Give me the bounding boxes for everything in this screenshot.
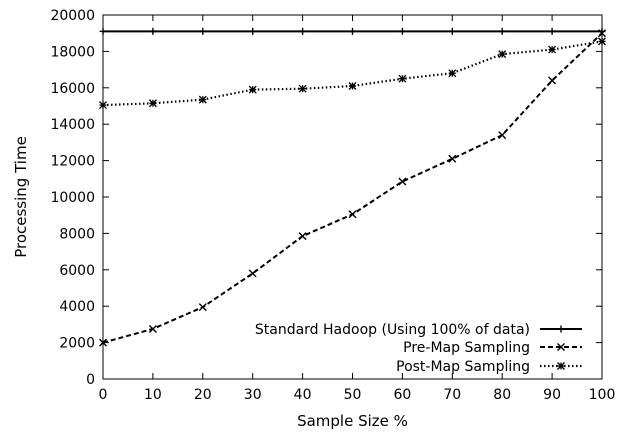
y-tick-label: 12000 — [50, 154, 95, 170]
marker-star-b — [557, 362, 565, 370]
marker-x-b — [99, 338, 107, 347]
y-tick-label: 16000 — [50, 81, 95, 97]
x-tick-label: 60 — [393, 387, 411, 403]
data-point — [298, 232, 307, 241]
x-tick-label: 10 — [144, 387, 162, 403]
marker-star-b — [548, 45, 557, 54]
data-point — [298, 84, 307, 93]
data-point — [249, 27, 257, 35]
data-point — [448, 27, 456, 35]
data-point — [99, 101, 107, 110]
marker-star-b — [298, 84, 307, 93]
data-point — [299, 27, 307, 35]
marker-x-b — [448, 154, 457, 163]
data-point — [598, 37, 606, 46]
y-tick-label: 14000 — [50, 117, 95, 133]
marker-x-b — [148, 324, 157, 333]
data-point — [149, 27, 157, 35]
marker-star-b — [148, 99, 157, 108]
legend-label-2: Post-Map Sampling — [396, 359, 530, 375]
data-point — [148, 324, 157, 333]
data-point — [199, 27, 207, 35]
series-line-1 — [102, 32, 603, 344]
data-point — [548, 45, 557, 54]
data-point — [248, 85, 257, 94]
data-point — [198, 95, 207, 104]
x-tick-label: 30 — [244, 387, 262, 403]
marker-star-b — [448, 69, 457, 78]
marker-x-b — [548, 76, 557, 85]
data-point — [398, 27, 406, 35]
data-point — [349, 27, 356, 35]
data-point — [99, 338, 107, 347]
y-tick-label: 4000 — [59, 299, 95, 315]
y-tick-label: 20000 — [50, 8, 95, 24]
x-axis-label: Sample Size % — [297, 412, 408, 430]
data-point — [248, 269, 257, 278]
marker-star-b — [598, 37, 606, 46]
x-tick-label: 50 — [344, 387, 362, 403]
data-point — [448, 154, 457, 163]
marker-x-b — [298, 232, 307, 241]
marker-star-b — [99, 101, 107, 110]
marker-star-b — [248, 85, 257, 94]
y-tick-label: 6000 — [59, 263, 95, 279]
x-tick-label: 40 — [294, 387, 312, 403]
marker-star-b — [348, 82, 357, 90]
marker-star-b — [198, 95, 207, 104]
legend: Standard Hadoop (Using 100% of data) Pre-… — [255, 322, 582, 375]
y-tick-label: 18000 — [50, 44, 95, 60]
legend-marker-0 — [557, 325, 565, 333]
data-point — [148, 99, 157, 108]
series-line-2 — [102, 40, 603, 107]
data-point — [548, 76, 557, 85]
data-point — [198, 303, 207, 312]
legend-label-0: Standard Hadoop (Using 100% of data) — [255, 322, 530, 338]
data-point — [498, 27, 506, 35]
y-tick-label: 0 — [86, 372, 95, 388]
y-tick-label: 8000 — [59, 226, 95, 242]
y-tick-label: 10000 — [50, 190, 95, 206]
marker-x-b — [248, 269, 257, 278]
marker-x-b — [498, 131, 507, 140]
series-2 — [99, 37, 606, 110]
data-point — [548, 27, 556, 35]
data-point — [498, 131, 507, 140]
legend-marker-2 — [557, 362, 565, 370]
x-tick-label: 20 — [194, 387, 212, 403]
x-tick-label: 80 — [493, 387, 511, 403]
x-tick-label: 0 — [99, 387, 108, 403]
data-point — [398, 177, 407, 186]
marker-x-b — [598, 29, 606, 38]
marker-star-b — [498, 50, 507, 59]
x-tick-label: 70 — [443, 387, 461, 403]
marker-x-b — [557, 343, 565, 351]
series-1 — [99, 29, 606, 347]
series — [99, 27, 606, 347]
marker-x-b — [398, 177, 407, 186]
x-tick-label: 100 — [589, 387, 616, 403]
data-point — [348, 82, 357, 90]
x-tick-label: 90 — [543, 387, 561, 403]
y-tick-label: 2000 — [59, 336, 95, 352]
data-point — [598, 29, 606, 38]
marker-x-b — [198, 303, 207, 312]
data-point — [348, 210, 357, 219]
series-0 — [99, 27, 606, 35]
data-point — [99, 27, 107, 35]
y-axis-label: Processing Time — [12, 136, 30, 258]
data-point — [448, 69, 457, 78]
ticks: 0 10 20 30 40 50 60 70 80 90 100 0 2000 4000 6000 8000 1… — [50, 8, 615, 403]
marker-star-b — [398, 74, 407, 83]
marker-x-b — [348, 210, 357, 219]
legend-marker-1 — [557, 343, 565, 351]
legend-label-1: Pre-Map Sampling — [403, 340, 530, 356]
data-point — [398, 74, 407, 83]
data-point — [498, 50, 507, 59]
